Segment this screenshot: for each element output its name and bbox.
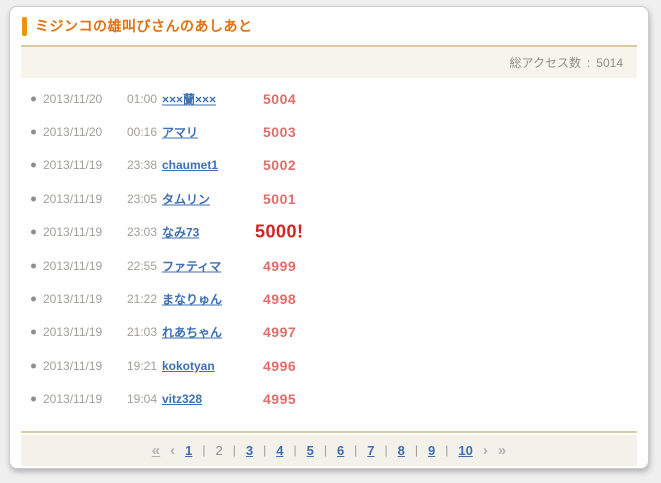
footprints-panel: ミジンコの雄叫びさんのあしあと 総アクセス数 : 5014 2013/11/20… [9,6,649,469]
visit-date: 2013/11/19 [43,158,103,173]
next-page-arrow[interactable]: › [482,441,488,459]
visitor-row: 2013/11/19 23:03 なみ73 5000! [10,216,648,249]
visitor-row: 2013/11/19 21:22 まなりゅん 4998 [10,282,648,315]
footer-divider [21,430,637,433]
total-access-bar: 総アクセス数 : 5014 [21,47,637,78]
visit-time: 19:21 [127,358,158,373]
page-link[interactable]: 6 [336,442,345,458]
visitor-row: 2013/11/19 23:05 タムリン 5001 [10,182,648,215]
access-number: 4998 [263,291,297,308]
visit-date: 2013/11/19 [43,191,103,206]
visitor-name-link[interactable]: れあちゃん [162,325,223,340]
title-accent-bar-icon [22,16,27,36]
page-title: ミジンコの雄叫びさんのあしあと [35,18,253,34]
visitor-row: 2013/11/19 22:55 ファティマ 4999 [10,249,648,282]
page-link[interactable]: 10 [458,442,473,458]
panel-header: ミジンコの雄叫びさんのあしあと [10,7,648,45]
total-access-separator: : [586,55,591,70]
visit-time: 21:03 [127,325,158,340]
pagination: « ‹ 1 | 2 | 3 | 4 | 5 | 6 | 7 | 8 | 9 | 10 › » [21,434,637,466]
access-number: 5000! [255,221,304,242]
page-separator: | [263,443,267,458]
page-separator: | [445,443,449,458]
visitor-name-link[interactable]: なみ73 [162,225,200,240]
visitor-row: 2013/11/19 19:04 vitz328 4995 [10,383,648,416]
page-separator: | [232,443,236,458]
visitor-name-link[interactable]: まなりゅん [162,292,223,307]
visit-date: 2013/11/19 [43,392,103,407]
bullet-icon [31,329,36,335]
visitor-row: 2013/11/19 23:38 chaumet1 5002 [10,149,648,182]
visit-time: 22:55 [127,258,158,273]
access-number: 4997 [263,324,297,341]
visitor-name-link[interactable]: vitz328 [162,392,203,407]
bullet-icon [31,396,36,402]
bullet-icon [31,263,36,269]
visitor-name-link[interactable]: ×××蘭××× [162,92,217,107]
first-page-arrow[interactable]: « [151,441,161,459]
visit-date: 2013/11/19 [43,258,103,273]
bullet-icon [31,229,36,235]
visitor-name-link[interactable]: アマリ [162,125,199,140]
bullet-icon [31,129,36,135]
page-link[interactable]: 5 [306,442,314,458]
page-separator: | [414,443,419,458]
visitor-list: 2013/11/20 01:00 ×××蘭××× 5004 2013/11/20… [10,78,648,416]
visit-time: 23:38 [127,158,158,173]
visit-date: 2013/11/20 [43,91,103,106]
access-number: 5003 [263,124,297,141]
access-number: 4999 [263,257,297,274]
visit-date: 2013/11/19 [43,358,103,373]
bullet-icon [31,363,36,369]
page-current: 2 [215,442,223,458]
page-link[interactable]: 3 [245,442,254,458]
page-separator: | [293,443,297,458]
access-number: 5004 [263,90,297,107]
page-separator: | [323,443,327,458]
bullet-icon [31,162,36,168]
page-link[interactable]: 1 [185,442,193,458]
visitor-name-link[interactable]: タムリン [162,192,211,207]
access-number: 4995 [263,391,297,408]
page-separator: | [384,443,388,458]
visit-date: 2013/11/19 [43,325,103,340]
total-access-value: 5014 [596,55,623,70]
visitor-row: 2013/11/19 21:03 れあちゃん 4997 [10,316,648,349]
visit-time: 00:16 [127,125,158,140]
access-number: 4996 [263,357,297,374]
visitor-name-link[interactable]: chaumet1 [162,158,219,173]
page-separator: | [202,443,206,458]
visit-date: 2013/11/19 [43,225,103,240]
page-link[interactable]: 9 [428,442,436,458]
page-link[interactable]: 8 [397,442,405,458]
visit-time: 01:00 [127,91,158,106]
page-link[interactable]: 4 [276,442,284,458]
bullet-icon [31,96,36,102]
page-separator: | [354,443,358,458]
visitor-name-link[interactable]: kokotyan [162,358,215,373]
last-page-arrow[interactable]: » [497,441,507,459]
header-divider [21,45,637,47]
visitor-row: 2013/11/20 01:00 ×××蘭××× 5004 [10,82,648,115]
visit-time: 21:22 [127,292,158,307]
prev-page-arrow[interactable]: ‹ [170,441,176,459]
access-number: 5002 [263,157,297,174]
bullet-icon [31,196,36,202]
visit-date: 2013/11/19 [43,292,103,307]
visit-time: 19:04 [127,392,158,407]
bullet-icon [31,296,36,302]
visit-time: 23:03 [127,225,158,240]
visitor-row: 2013/11/19 19:21 kokotyan 4996 [10,349,648,382]
visitor-name-link[interactable]: ファティマ [162,259,222,274]
visit-date: 2013/11/20 [43,125,103,140]
total-access-label: 総アクセス数 [509,56,581,70]
visitor-row: 2013/11/20 00:16 アマリ 5003 [10,115,648,148]
visit-time: 23:05 [127,191,158,206]
page-link[interactable]: 7 [367,442,375,458]
access-number: 5001 [263,190,297,207]
